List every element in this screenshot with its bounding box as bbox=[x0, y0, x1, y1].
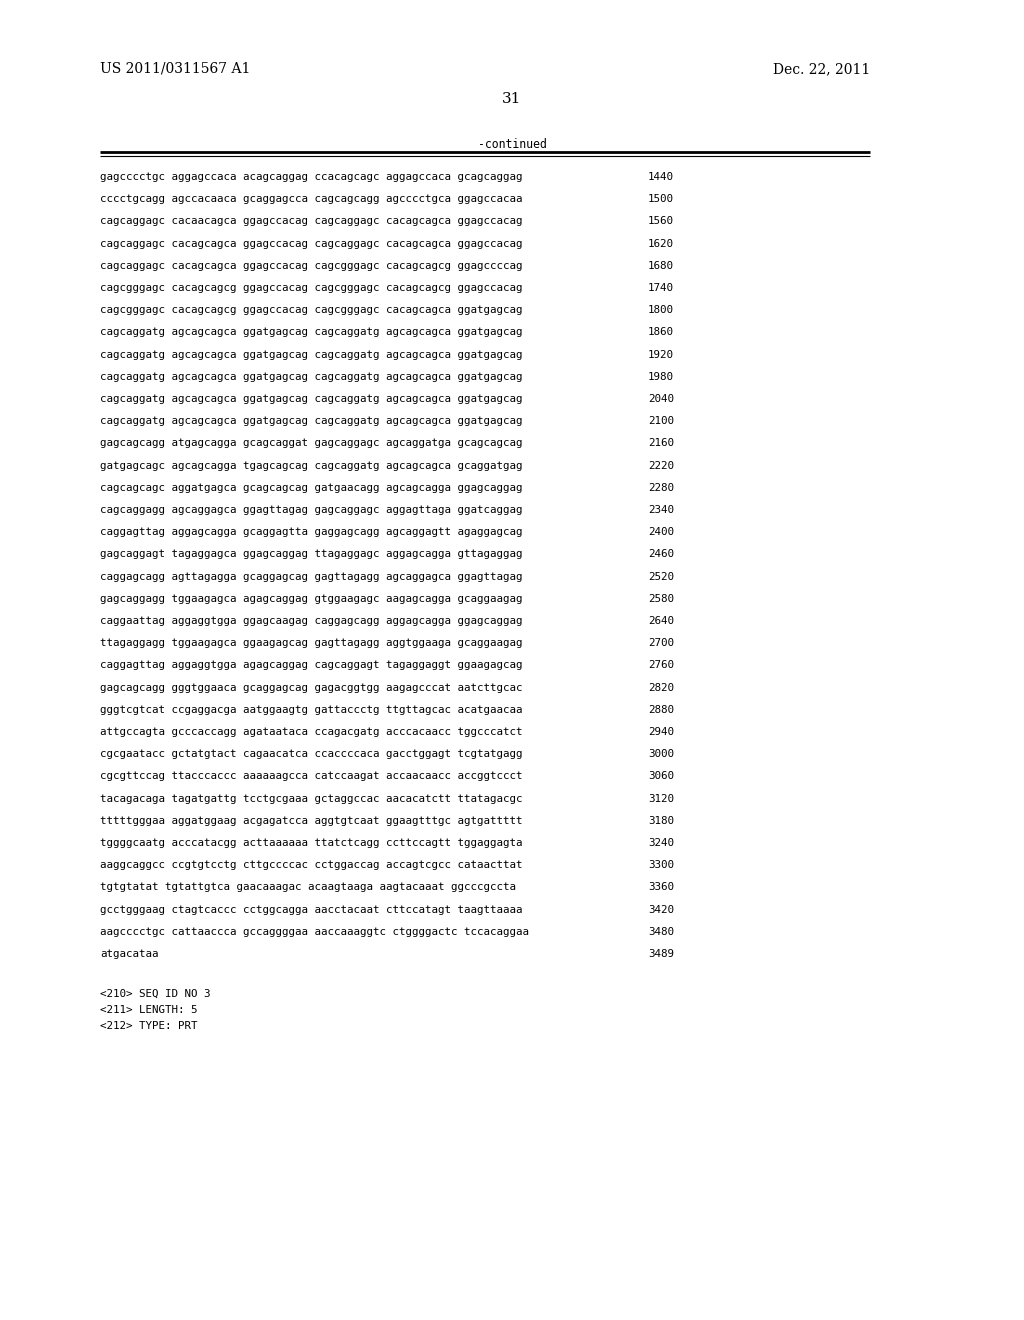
Text: cagcaggagc cacagcagca ggagccacag cagcgggagc cacagcagcg ggagccccag: cagcaggagc cacagcagca ggagccacag cagcggg… bbox=[100, 261, 522, 271]
Text: aaggcaggcc ccgtgtcctg cttgccccac cctggaccag accagtcgcc cataacttat: aaggcaggcc ccgtgtcctg cttgccccac cctggac… bbox=[100, 861, 522, 870]
Text: 1560: 1560 bbox=[648, 216, 674, 227]
Text: cgcgaatacc gctatgtact cagaacatca ccaccccaca gacctggagt tcgtatgagg: cgcgaatacc gctatgtact cagaacatca ccacccc… bbox=[100, 750, 522, 759]
Text: cagcaggatg agcagcagca ggatgagcag cagcaggatg agcagcagca ggatgagcag: cagcaggatg agcagcagca ggatgagcag cagcagg… bbox=[100, 350, 522, 359]
Text: <211> LENGTH: 5: <211> LENGTH: 5 bbox=[100, 1006, 198, 1015]
Text: gagcccctgc aggagccaca acagcaggag ccacagcagc aggagccaca gcagcaggag: gagcccctgc aggagccaca acagcaggag ccacagc… bbox=[100, 172, 522, 182]
Text: 2340: 2340 bbox=[648, 506, 674, 515]
Text: 2460: 2460 bbox=[648, 549, 674, 560]
Text: 31: 31 bbox=[503, 92, 521, 106]
Text: 2820: 2820 bbox=[648, 682, 674, 693]
Text: 2880: 2880 bbox=[648, 705, 674, 715]
Text: 3060: 3060 bbox=[648, 771, 674, 781]
Text: 1620: 1620 bbox=[648, 239, 674, 248]
Text: cagcaggatg agcagcagca ggatgagcag cagcaggatg agcagcagca ggatgagcag: cagcaggatg agcagcagca ggatgagcag cagcagg… bbox=[100, 393, 522, 404]
Text: 1800: 1800 bbox=[648, 305, 674, 315]
Text: tgtgtatat tgtattgtca gaacaaagac acaagtaaga aagtacaaat ggcccgccta: tgtgtatat tgtattgtca gaacaaagac acaagtaa… bbox=[100, 882, 516, 892]
Text: 3300: 3300 bbox=[648, 861, 674, 870]
Text: <212> TYPE: PRT: <212> TYPE: PRT bbox=[100, 1022, 198, 1031]
Text: -continued: -continued bbox=[477, 139, 547, 150]
Text: caggagttag aggaggtgga agagcaggag cagcaggagt tagaggaggt ggaagagcag: caggagttag aggaggtgga agagcaggag cagcagg… bbox=[100, 660, 522, 671]
Text: aagcccctgc cattaaccca gccaggggaa aaccaaaggtc ctggggactc tccacaggaa: aagcccctgc cattaaccca gccaggggaa aaccaaa… bbox=[100, 927, 529, 937]
Text: 1500: 1500 bbox=[648, 194, 674, 205]
Text: tacagacaga tagatgattg tcctgcgaaa gctaggccac aacacatctt ttatagacgc: tacagacaga tagatgattg tcctgcgaaa gctaggc… bbox=[100, 793, 522, 804]
Text: gagcagcagg gggtggaaca gcaggagcag gagacggtgg aagagcccat aatcttgcac: gagcagcagg gggtggaaca gcaggagcag gagacgg… bbox=[100, 682, 522, 693]
Text: tttttgggaa aggatggaag acgagatcca aggtgtcaat ggaagtttgc agtgattttt: tttttgggaa aggatggaag acgagatcca aggtgtc… bbox=[100, 816, 522, 826]
Text: 1740: 1740 bbox=[648, 282, 674, 293]
Text: <210> SEQ ID NO 3: <210> SEQ ID NO 3 bbox=[100, 989, 211, 999]
Text: 2580: 2580 bbox=[648, 594, 674, 603]
Text: 3489: 3489 bbox=[648, 949, 674, 960]
Text: cagcaggatg agcagcagca ggatgagcag cagcaggatg agcagcagca ggatgagcag: cagcaggatg agcagcagca ggatgagcag cagcagg… bbox=[100, 372, 522, 381]
Text: caggaattag aggaggtgga ggagcaagag caggagcagg aggagcagga ggagcaggag: caggaattag aggaggtgga ggagcaagag caggagc… bbox=[100, 616, 522, 626]
Text: attgccagta gcccaccagg agataataca ccagacgatg acccacaacc tggcccatct: attgccagta gcccaccagg agataataca ccagacg… bbox=[100, 727, 522, 737]
Text: 2040: 2040 bbox=[648, 393, 674, 404]
Text: ttagaggagg tggaagagca ggaagagcag gagttagagg aggtggaaga gcaggaagag: ttagaggagg tggaagagca ggaagagcag gagttag… bbox=[100, 638, 522, 648]
Text: 2520: 2520 bbox=[648, 572, 674, 582]
Text: caggagttag aggagcagga gcaggagtta gaggagcagg agcaggagtt agaggagcag: caggagttag aggagcagga gcaggagtta gaggagc… bbox=[100, 527, 522, 537]
Text: 2640: 2640 bbox=[648, 616, 674, 626]
Text: US 2011/0311567 A1: US 2011/0311567 A1 bbox=[100, 62, 251, 77]
Text: tggggcaatg acccatacgg acttaaaaaa ttatctcagg ccttccagtt tggaggagta: tggggcaatg acccatacgg acttaaaaaa ttatctc… bbox=[100, 838, 522, 847]
Text: gggtcgtcat ccgaggacga aatggaagtg gattaccctg ttgttagcac acatgaacaa: gggtcgtcat ccgaggacga aatggaagtg gattacc… bbox=[100, 705, 522, 715]
Text: cagcaggatg agcagcagca ggatgagcag cagcaggatg agcagcagca ggatgagcag: cagcaggatg agcagcagca ggatgagcag cagcagg… bbox=[100, 416, 522, 426]
Text: 2100: 2100 bbox=[648, 416, 674, 426]
Text: 2160: 2160 bbox=[648, 438, 674, 449]
Text: 1920: 1920 bbox=[648, 350, 674, 359]
Text: caggagcagg agttagagga gcaggagcag gagttagagg agcaggagca ggagttagag: caggagcagg agttagagga gcaggagcag gagttag… bbox=[100, 572, 522, 582]
Text: cccctgcagg agccacaaca gcaggagcca cagcagcagg agcccctgca ggagccacaa: cccctgcagg agccacaaca gcaggagcca cagcagc… bbox=[100, 194, 522, 205]
Text: cagcaggagc cacagcagca ggagccacag cagcaggagc cacagcagca ggagccacag: cagcaggagc cacagcagca ggagccacag cagcagg… bbox=[100, 239, 522, 248]
Text: 1980: 1980 bbox=[648, 372, 674, 381]
Text: 2760: 2760 bbox=[648, 660, 674, 671]
Text: atgacataa: atgacataa bbox=[100, 949, 159, 960]
Text: 3480: 3480 bbox=[648, 927, 674, 937]
Text: 3240: 3240 bbox=[648, 838, 674, 847]
Text: Dec. 22, 2011: Dec. 22, 2011 bbox=[773, 62, 870, 77]
Text: 3180: 3180 bbox=[648, 816, 674, 826]
Text: 2220: 2220 bbox=[648, 461, 674, 471]
Text: 2400: 2400 bbox=[648, 527, 674, 537]
Text: gagcagcagg atgagcagga gcagcaggat gagcaggagc agcaggatga gcagcagcag: gagcagcagg atgagcagga gcagcaggat gagcagg… bbox=[100, 438, 522, 449]
Text: 2280: 2280 bbox=[648, 483, 674, 492]
Text: 3360: 3360 bbox=[648, 882, 674, 892]
Text: gatgagcagc agcagcagga tgagcagcag cagcaggatg agcagcagca gcaggatgag: gatgagcagc agcagcagga tgagcagcag cagcagg… bbox=[100, 461, 522, 471]
Text: 1680: 1680 bbox=[648, 261, 674, 271]
Text: 3420: 3420 bbox=[648, 904, 674, 915]
Text: 1860: 1860 bbox=[648, 327, 674, 338]
Text: gagcaggagt tagaggagca ggagcaggag ttagaggagc aggagcagga gttagaggag: gagcaggagt tagaggagca ggagcaggag ttagagg… bbox=[100, 549, 522, 560]
Text: gagcaggagg tggaagagca agagcaggag gtggaagagc aagagcagga gcaggaagag: gagcaggagg tggaagagca agagcaggag gtggaag… bbox=[100, 594, 522, 603]
Text: gcctgggaag ctagtcaccc cctggcagga aacctacaat cttccatagt taagttaaaa: gcctgggaag ctagtcaccc cctggcagga aacctac… bbox=[100, 904, 522, 915]
Text: 2940: 2940 bbox=[648, 727, 674, 737]
Text: cagcgggagc cacagcagcg ggagccacag cagcgggagc cacagcagca ggatgagcag: cagcgggagc cacagcagcg ggagccacag cagcggg… bbox=[100, 305, 522, 315]
Text: cgcgttccag ttacccaccc aaaaaagcca catccaagat accaacaacc accggtccct: cgcgttccag ttacccaccc aaaaaagcca catccaa… bbox=[100, 771, 522, 781]
Text: 3120: 3120 bbox=[648, 793, 674, 804]
Text: cagcaggagg agcaggagca ggagttagag gagcaggagc aggagttaga ggatcaggag: cagcaggagg agcaggagca ggagttagag gagcagg… bbox=[100, 506, 522, 515]
Text: cagcaggatg agcagcagca ggatgagcag cagcaggatg agcagcagca ggatgagcag: cagcaggatg agcagcagca ggatgagcag cagcagg… bbox=[100, 327, 522, 338]
Text: 3000: 3000 bbox=[648, 750, 674, 759]
Text: cagcagcagc aggatgagca gcagcagcag gatgaacagg agcagcagga ggagcaggag: cagcagcagc aggatgagca gcagcagcag gatgaac… bbox=[100, 483, 522, 492]
Text: cagcgggagc cacagcagcg ggagccacag cagcgggagc cacagcagcg ggagccacag: cagcgggagc cacagcagcg ggagccacag cagcggg… bbox=[100, 282, 522, 293]
Text: cagcaggagc cacaacagca ggagccacag cagcaggagc cacagcagca ggagccacag: cagcaggagc cacaacagca ggagccacag cagcagg… bbox=[100, 216, 522, 227]
Text: 2700: 2700 bbox=[648, 638, 674, 648]
Text: 1440: 1440 bbox=[648, 172, 674, 182]
